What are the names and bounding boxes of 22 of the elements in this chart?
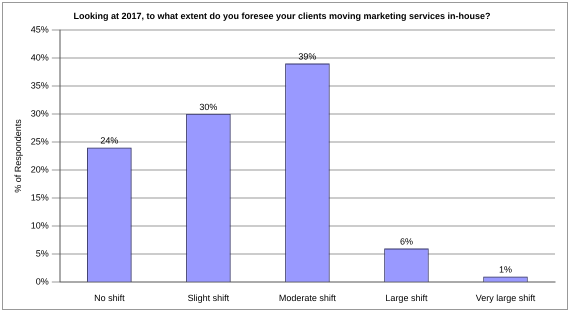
x-tick-label: No shift xyxy=(94,293,126,304)
y-tick-label: 0% xyxy=(36,276,49,287)
y-tick-label: 45% xyxy=(30,24,49,34)
y-tick-label: 5% xyxy=(36,248,49,259)
chart-title: Looking at 2017, to what extent do you foresee your clients moving marketing services in-house? xyxy=(73,10,491,21)
y-tick-label: 35% xyxy=(30,80,49,90)
y-tick-label: 15% xyxy=(30,192,49,203)
y-axis-title: % of Respondents xyxy=(12,118,23,193)
x-tick-label: Very large shift xyxy=(476,293,536,304)
x-tick-label: Moderate shift xyxy=(278,293,336,304)
data-label: 24% xyxy=(100,136,118,146)
y-tick-label: 10% xyxy=(30,220,49,231)
x-tick-label: Large shift xyxy=(385,293,428,304)
data-label: 39% xyxy=(298,51,316,62)
data-label: 30% xyxy=(199,102,218,112)
y-tick-label: 25% xyxy=(30,136,49,146)
data-label: 6% xyxy=(400,236,413,247)
y-tick-label: 30% xyxy=(30,108,49,118)
y-tick-label: 20% xyxy=(30,164,49,175)
y-tick-label: 40% xyxy=(30,52,49,62)
data-label: 1% xyxy=(498,264,512,275)
x-tick-label: Slight shift xyxy=(188,293,230,304)
